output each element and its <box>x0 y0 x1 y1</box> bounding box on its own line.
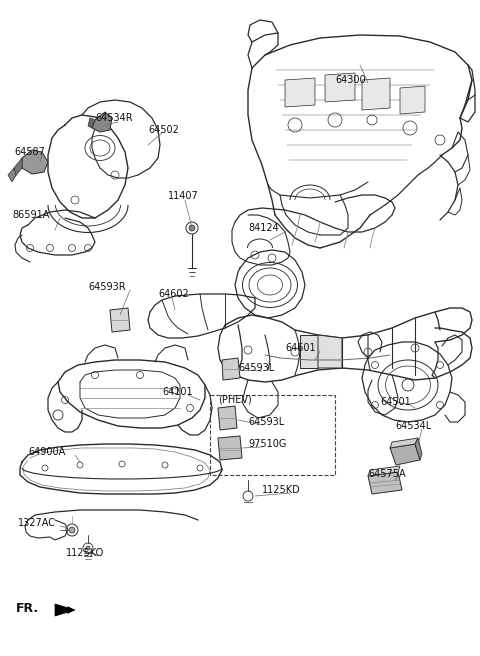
Polygon shape <box>368 472 402 494</box>
Text: 64300: 64300 <box>335 75 366 85</box>
Text: 64534R: 64534R <box>95 113 132 123</box>
Polygon shape <box>318 335 342 368</box>
Polygon shape <box>110 308 130 332</box>
Polygon shape <box>285 78 315 107</box>
Circle shape <box>69 527 75 533</box>
Polygon shape <box>390 438 418 448</box>
Text: 84124: 84124 <box>248 223 279 233</box>
Text: FR.: FR. <box>16 602 39 615</box>
Text: 1125KO: 1125KO <box>66 548 104 558</box>
Text: 64593L: 64593L <box>238 363 274 373</box>
Text: 64534L: 64534L <box>395 421 431 431</box>
Text: 64593R: 64593R <box>88 282 126 292</box>
Polygon shape <box>92 112 112 132</box>
Polygon shape <box>22 150 48 174</box>
Text: 64593L: 64593L <box>248 417 284 427</box>
Circle shape <box>86 546 90 550</box>
Polygon shape <box>368 466 400 476</box>
Text: 64501: 64501 <box>380 397 411 407</box>
Text: 11407: 11407 <box>168 191 199 201</box>
Polygon shape <box>218 406 237 430</box>
Polygon shape <box>325 73 355 102</box>
Text: 1327AC: 1327AC <box>18 518 56 528</box>
Text: 64601: 64601 <box>285 343 316 353</box>
Text: 64900A: 64900A <box>28 447 65 457</box>
Text: (PHEV): (PHEV) <box>218 395 252 405</box>
Text: 64575A: 64575A <box>368 469 406 479</box>
Polygon shape <box>218 436 242 460</box>
Polygon shape <box>55 604 75 616</box>
Polygon shape <box>300 335 318 368</box>
Text: 86591A: 86591A <box>12 210 49 220</box>
Text: 64602: 64602 <box>158 289 189 299</box>
Polygon shape <box>8 168 16 182</box>
Text: 97510G: 97510G <box>248 439 287 449</box>
Polygon shape <box>415 438 422 460</box>
Polygon shape <box>88 118 95 128</box>
Text: 64101: 64101 <box>162 387 192 397</box>
Polygon shape <box>222 358 240 380</box>
Polygon shape <box>390 444 420 465</box>
Polygon shape <box>14 158 22 178</box>
Text: 1125KD: 1125KD <box>262 485 301 495</box>
Text: 64587: 64587 <box>14 147 45 157</box>
Polygon shape <box>362 78 390 110</box>
Text: 64502: 64502 <box>148 125 179 135</box>
Circle shape <box>189 225 195 231</box>
Polygon shape <box>400 86 425 114</box>
